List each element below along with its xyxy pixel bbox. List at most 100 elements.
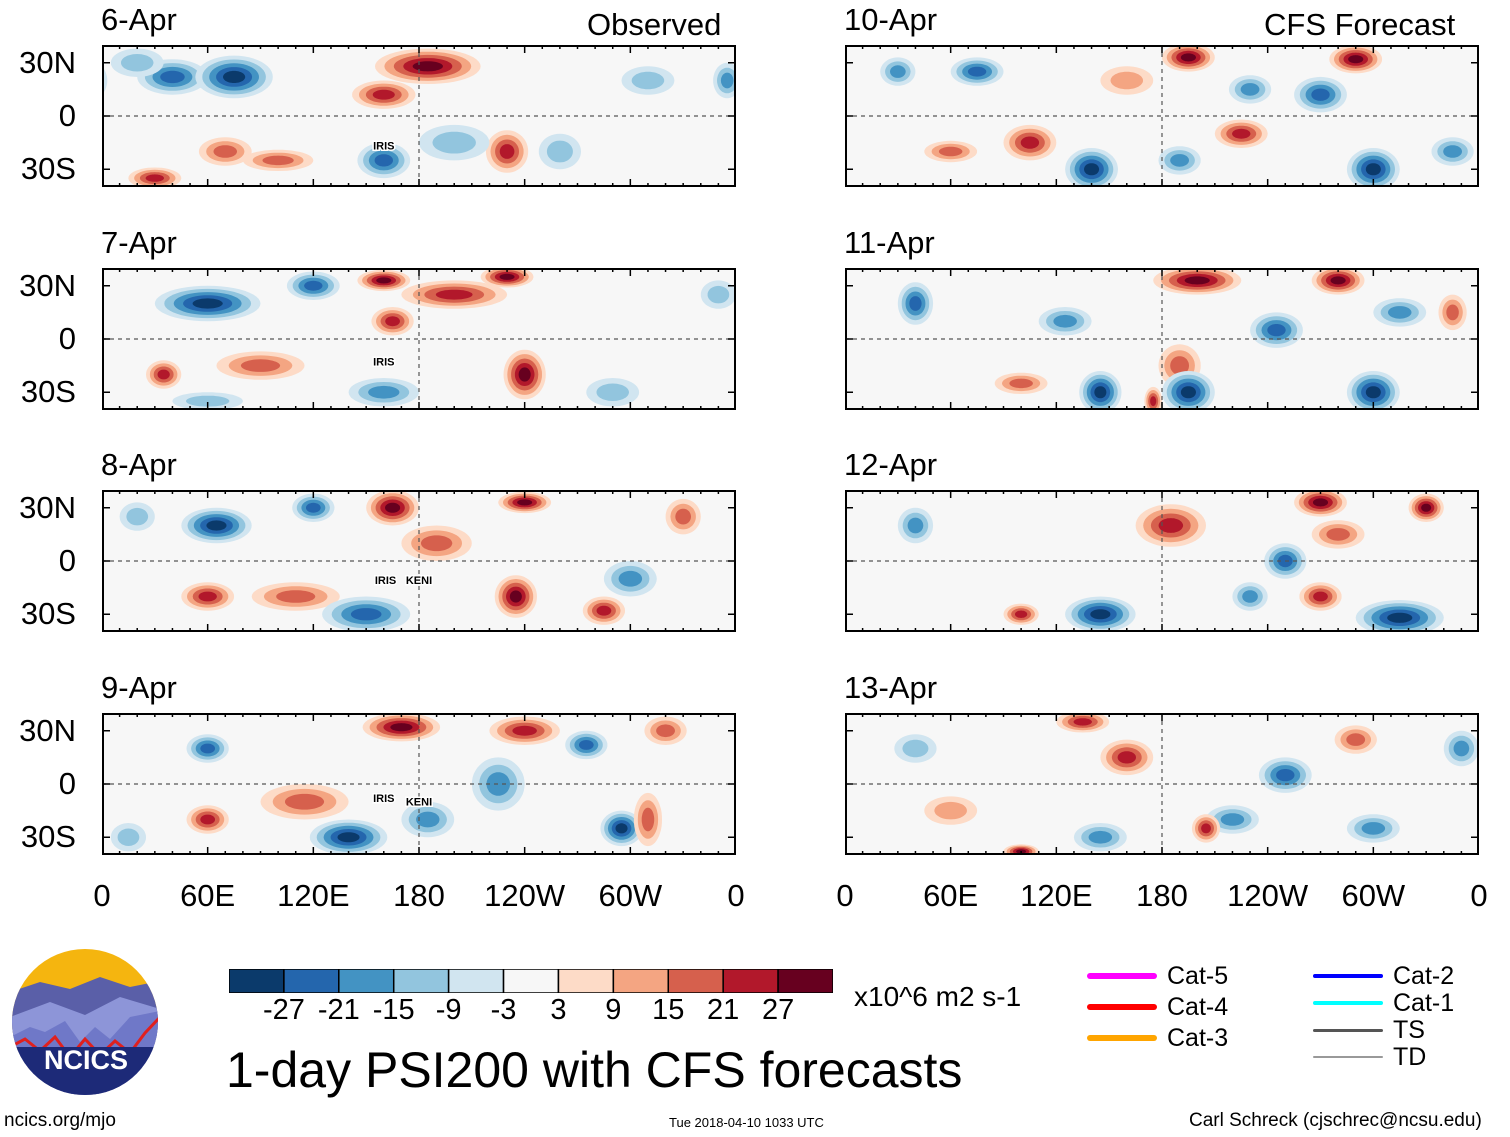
anomaly-contour [938, 146, 963, 157]
colorbar-label: 3 [550, 994, 567, 1026]
colorbar-label: -27 [262, 994, 305, 1026]
lon-label: 0 [727, 878, 745, 913]
lon-label: 120W [484, 878, 566, 913]
anomaly-contour [967, 66, 987, 77]
storm-label: KENI [406, 796, 432, 808]
colorbar-swatch [502, 969, 560, 993]
anomaly-contour [1453, 740, 1470, 757]
anomaly-contour [160, 70, 185, 84]
footer-url[interactable]: ncics.org/mjo [4, 1110, 116, 1131]
legend-label: Cat-1 [1393, 989, 1455, 1017]
colorbar [229, 969, 833, 993]
anomaly-contour [499, 144, 515, 159]
anomaly-contour [223, 70, 246, 83]
anomaly-contour [1388, 306, 1412, 319]
anomaly-contour [907, 517, 924, 534]
lon-label: 120W [1227, 878, 1309, 913]
anomaly-contour [934, 801, 967, 820]
lat-label: 30N [19, 267, 76, 303]
legend-line-cat-4 [1087, 1004, 1157, 1010]
anomaly-contour [909, 296, 922, 311]
colorbar-swatch [667, 969, 724, 993]
legend-label: Cat-3 [1167, 1024, 1229, 1052]
storm-label: KENI [406, 575, 432, 587]
anomaly-contour [1242, 590, 1258, 603]
lat-label: 30N [19, 489, 76, 525]
lon-label: 0 [1470, 878, 1488, 913]
anomaly-contour [1009, 378, 1033, 389]
colorbar-units: x10^6 m2 s-1 [854, 981, 1022, 1012]
anomaly-contour [306, 502, 321, 513]
legend-line-ts [1313, 1028, 1383, 1032]
anomaly-contour [390, 723, 413, 732]
lat-label: 0 [58, 98, 76, 133]
anomaly-contour [1170, 154, 1189, 167]
legend-line-td [1313, 1056, 1383, 1058]
anomaly-contour [1313, 591, 1328, 602]
anomaly-contour [517, 499, 533, 506]
anomaly-contour [200, 814, 215, 825]
colorbar-swatch [722, 969, 779, 993]
anomaly-contour [1015, 610, 1028, 618]
storm-label: IRIS [373, 793, 394, 805]
storm-label: IRIS [375, 575, 396, 587]
anomaly-contour [262, 155, 294, 166]
anomaly-contour [1326, 528, 1350, 541]
panel-date: 10-Apr [844, 2, 938, 37]
lat-label: 30S [20, 374, 76, 410]
anomaly-contour [200, 743, 215, 754]
anomaly-contour [596, 383, 629, 401]
colorbar-label: 9 [605, 994, 622, 1026]
colorbar-label: -21 [317, 994, 360, 1026]
anomaly-contour [1311, 88, 1330, 101]
legend-line-cat-3 [1087, 1035, 1157, 1041]
anomaly-contour [486, 772, 510, 796]
anomaly-contour [412, 61, 443, 72]
anomaly-map-panel: IRIS KENI [102, 713, 736, 855]
anomaly-map-panel [845, 45, 1479, 187]
colorbar-label: -9 [435, 994, 462, 1026]
anomaly-map-panel: IRIS [102, 45, 736, 187]
anomaly-contour [509, 590, 522, 603]
panel-date: 12-Apr [844, 447, 938, 482]
colorbar-swatch [338, 969, 395, 993]
anomaly-contour [1267, 324, 1286, 337]
legend-label: TD [1393, 1043, 1427, 1071]
anomaly-contour [186, 395, 230, 407]
anomaly-contour [1073, 718, 1092, 726]
anomaly-contour [720, 72, 734, 89]
colorbar-swatch [612, 969, 670, 993]
anomaly-contour [707, 285, 730, 304]
anomaly-contour [304, 280, 323, 291]
lat-label: 0 [58, 766, 76, 801]
anomaly-contour [1346, 733, 1366, 746]
anomaly-contour [1180, 53, 1196, 62]
anomaly-contour [285, 793, 325, 810]
colorbar-label: -3 [490, 994, 517, 1026]
anomaly-contour [385, 316, 400, 327]
anomaly-contour [615, 823, 628, 834]
anomaly-contour [198, 591, 217, 602]
anomaly-contour [1276, 769, 1295, 782]
anomaly-contour [1220, 813, 1245, 826]
legend-line-cat-1 [1313, 1001, 1383, 1005]
storm-label: IRIS [373, 141, 394, 153]
anomaly-contour [421, 535, 453, 552]
anomaly-contour [368, 385, 400, 399]
anomaly-contour [1158, 518, 1184, 533]
colorbar-swatch [229, 969, 285, 993]
anomaly-contour [579, 740, 594, 750]
panel-date: 13-Apr [844, 670, 938, 705]
anomaly-contour [1020, 136, 1040, 149]
colorbar-swatch [557, 969, 615, 993]
storm-label: IRIS [373, 357, 394, 369]
colorbar-label: 15 [652, 994, 685, 1026]
colorbar-label: 27 [761, 994, 795, 1026]
ncics-logo: NCICS [12, 949, 158, 1095]
anomaly-contour [1387, 612, 1413, 623]
anomaly-contour [192, 298, 223, 309]
anomaly-contour [656, 724, 675, 738]
anomaly-map-panel [845, 713, 1479, 855]
anomaly-map-panel [845, 490, 1479, 632]
anomaly-contour [416, 811, 440, 828]
